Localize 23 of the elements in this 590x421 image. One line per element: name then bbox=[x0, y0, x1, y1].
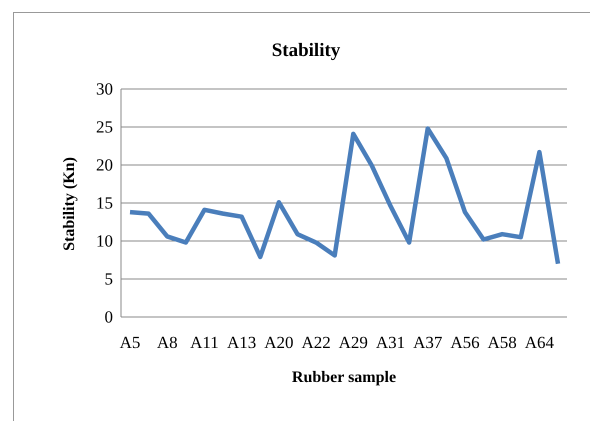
y-tick-label: 15 bbox=[96, 193, 113, 212]
x-tick-label: A31 bbox=[376, 333, 406, 352]
x-tick-label: A58 bbox=[488, 333, 517, 352]
x-tick-label: A37 bbox=[413, 333, 443, 352]
x-tick-label: A64 bbox=[524, 333, 555, 352]
x-tick-label: A56 bbox=[450, 333, 480, 352]
chart-title: Stability bbox=[272, 40, 341, 61]
x-tick-label: A22 bbox=[301, 333, 331, 352]
x-tick-label: A11 bbox=[190, 333, 219, 352]
y-axis-title: Stability (Kn) bbox=[61, 157, 78, 251]
y-tick-label: 0 bbox=[104, 307, 113, 326]
y-tick-label: 10 bbox=[96, 231, 113, 250]
x-tick-label: A13 bbox=[227, 333, 256, 352]
x-tick-label: A29 bbox=[338, 333, 368, 352]
line-series bbox=[128, 126, 560, 266]
y-tick-label: 25 bbox=[96, 117, 113, 136]
y-tick-label: 20 bbox=[96, 155, 113, 174]
x-tick-label: A8 bbox=[156, 333, 178, 352]
x-axis-title: Rubber sample bbox=[292, 369, 396, 386]
x-tick-label: A5 bbox=[120, 333, 140, 352]
x-tick-label: A20 bbox=[264, 333, 294, 352]
y-tick-label: 30 bbox=[96, 79, 113, 98]
y-tick-label: 5 bbox=[104, 269, 113, 288]
